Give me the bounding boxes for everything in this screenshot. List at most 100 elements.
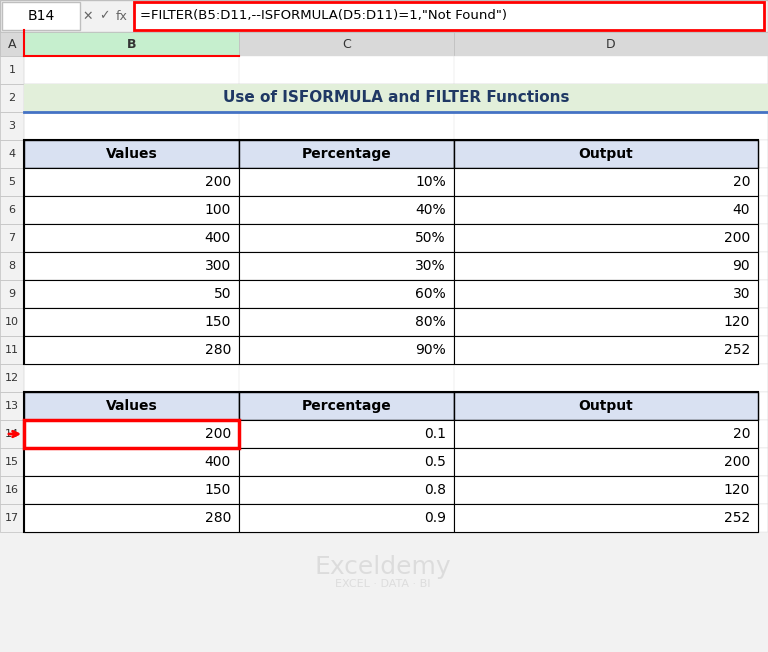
Bar xyxy=(0,56,24,84)
Text: 0.8: 0.8 xyxy=(424,483,446,497)
Text: 20: 20 xyxy=(733,427,750,441)
Text: Percentage: Percentage xyxy=(302,147,392,161)
Text: 15: 15 xyxy=(5,457,19,467)
Bar xyxy=(0,0,768,32)
Bar xyxy=(24,476,239,504)
Text: Use of ISFORMULA and FILTER Functions: Use of ISFORMULA and FILTER Functions xyxy=(223,91,569,106)
Bar xyxy=(0,448,24,476)
Text: fx: fx xyxy=(116,10,128,23)
Bar xyxy=(454,168,758,196)
Bar xyxy=(454,140,758,168)
Text: 60%: 60% xyxy=(415,287,446,301)
Text: 0.9: 0.9 xyxy=(424,511,446,525)
Bar xyxy=(454,420,758,448)
Text: =FILTER(B5:D11,--ISFORMULA(D5:D11)=1,"Not Found"): =FILTER(B5:D11,--ISFORMULA(D5:D11)=1,"No… xyxy=(140,10,507,23)
Bar xyxy=(24,336,768,364)
Text: 120: 120 xyxy=(723,315,750,329)
Text: 100: 100 xyxy=(204,203,231,217)
Bar xyxy=(2,2,80,30)
Text: 150: 150 xyxy=(204,315,231,329)
Bar xyxy=(24,140,768,168)
Text: 50%: 50% xyxy=(415,231,446,245)
Bar xyxy=(454,504,758,532)
Bar xyxy=(24,32,239,56)
Text: 6: 6 xyxy=(8,205,15,215)
Text: ✓: ✓ xyxy=(99,10,109,23)
Bar xyxy=(24,504,239,532)
Text: 400: 400 xyxy=(205,455,231,469)
Text: A: A xyxy=(8,38,16,50)
Bar xyxy=(24,196,768,224)
Bar xyxy=(239,280,454,308)
Text: Output: Output xyxy=(578,399,634,413)
Text: 252: 252 xyxy=(723,343,750,357)
Bar xyxy=(24,392,239,420)
Text: 4: 4 xyxy=(8,149,15,159)
Bar xyxy=(0,476,24,504)
Bar xyxy=(0,308,24,336)
Bar xyxy=(454,476,758,504)
Text: 200: 200 xyxy=(205,175,231,189)
Bar xyxy=(24,280,768,308)
Text: 90%: 90% xyxy=(415,343,446,357)
Bar xyxy=(134,2,764,30)
Bar xyxy=(454,32,768,56)
Bar xyxy=(0,32,768,56)
Bar xyxy=(24,280,239,308)
Bar xyxy=(454,448,758,476)
Bar xyxy=(24,252,239,280)
Bar xyxy=(454,336,758,364)
Text: 40%: 40% xyxy=(415,203,446,217)
Text: 200: 200 xyxy=(723,455,750,469)
Text: 150: 150 xyxy=(204,483,231,497)
Text: 10%: 10% xyxy=(415,175,446,189)
Text: 5: 5 xyxy=(8,177,15,187)
Bar xyxy=(24,420,239,448)
Bar xyxy=(24,224,239,252)
Text: 14: 14 xyxy=(5,429,19,439)
Bar xyxy=(24,504,768,532)
Bar xyxy=(0,364,24,392)
Bar xyxy=(239,336,454,364)
Bar xyxy=(24,112,768,140)
Text: 280: 280 xyxy=(204,511,231,525)
Text: 20: 20 xyxy=(733,175,750,189)
Text: 300: 300 xyxy=(205,259,231,273)
Text: 30: 30 xyxy=(733,287,750,301)
Bar xyxy=(24,196,239,224)
Bar xyxy=(0,336,24,364)
Text: 16: 16 xyxy=(5,485,19,495)
Bar xyxy=(24,392,758,532)
Bar xyxy=(24,140,239,168)
Text: 400: 400 xyxy=(205,231,231,245)
Bar xyxy=(24,308,239,336)
Bar xyxy=(0,224,24,252)
Bar xyxy=(24,168,239,196)
Bar xyxy=(24,476,768,504)
Text: D: D xyxy=(606,38,616,50)
Bar xyxy=(24,168,768,196)
Text: 80%: 80% xyxy=(415,315,446,329)
Bar xyxy=(24,252,768,280)
Bar xyxy=(454,308,758,336)
Text: C: C xyxy=(342,38,351,50)
Bar xyxy=(239,476,454,504)
Bar xyxy=(24,420,239,448)
Bar xyxy=(239,504,454,532)
Bar xyxy=(24,140,758,364)
Bar xyxy=(239,168,454,196)
Text: 200: 200 xyxy=(723,231,750,245)
Text: Output: Output xyxy=(578,147,634,161)
Text: 280: 280 xyxy=(204,343,231,357)
Bar xyxy=(239,448,454,476)
Text: B: B xyxy=(127,38,136,50)
Text: 7: 7 xyxy=(8,233,15,243)
Text: 1: 1 xyxy=(8,65,15,75)
Text: 0.5: 0.5 xyxy=(424,455,446,469)
Text: 9: 9 xyxy=(8,289,15,299)
Bar xyxy=(24,336,239,364)
Text: 8: 8 xyxy=(8,261,15,271)
Bar xyxy=(0,112,24,140)
Text: 10: 10 xyxy=(5,317,19,327)
Bar xyxy=(24,84,768,112)
